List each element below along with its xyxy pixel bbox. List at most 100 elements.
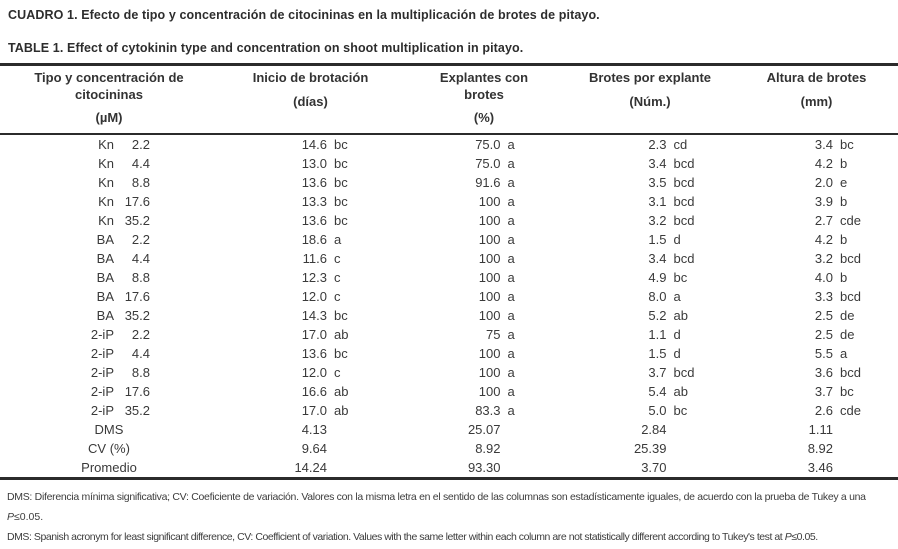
cell-explants-with-shoots: 100 a — [403, 346, 565, 361]
value-pair: 17.0 ab — [283, 403, 364, 418]
cell-sprouting-start: 4.13 — [218, 422, 403, 437]
cytokinin-concentration: 17.6 — [124, 193, 150, 209]
cell-treatment: 2-iP 2.2 — [0, 327, 218, 342]
significance-letters: bc — [673, 269, 688, 285]
table-row: BA 4.4 11.6 c 100 a 3.4 bcd 3.2 bcd — [0, 249, 898, 268]
cytokinin-type: 2-iP — [90, 402, 114, 418]
table-row: BA 2.2 18.6 a 100 a 1.5 d 4.2 b — [0, 230, 898, 249]
cytokinin-concentration: 35.2 — [124, 402, 150, 418]
footnote-english: DMS: Spanish acronym for least significa… — [7, 527, 898, 547]
value: 3.2 — [648, 212, 667, 228]
value-pair: 13.6 bc — [283, 346, 364, 361]
value: 8.0 — [648, 288, 667, 304]
table-row: 2-iP 4.4 13.6 bc 100 a 1.5 d 5.5 a — [0, 344, 898, 363]
value: 14.3 — [301, 307, 327, 323]
value-pair: 3.6 bcd — [789, 365, 870, 380]
significance-letters: c — [334, 250, 341, 266]
table-row: Kn 8.8 13.6 bc 91.6 a 3.5 bcd 2.0 e — [0, 173, 898, 192]
value-pair: 8.92 — [789, 441, 870, 456]
cell-explants-with-shoots: 75.0 a — [403, 137, 565, 152]
significance-letters: a — [507, 269, 515, 285]
data-table: Tipo y concentración de citocininas (µM)… — [0, 63, 898, 480]
value: 5.0 — [648, 402, 667, 418]
value: 91.6 — [475, 174, 501, 190]
value-pair: 75.0 a — [457, 137, 538, 152]
significance-letters: a — [507, 212, 515, 228]
cytokinin-concentration: 2.2 — [131, 136, 150, 152]
cytokinin-concentration: 4.4 — [131, 345, 150, 361]
value-pair: 12.0 c — [283, 289, 364, 304]
value-pair: 4.9 bc — [623, 270, 704, 285]
cell-sprouting-start: 12.3 c — [218, 270, 403, 285]
value: 2.3 — [648, 136, 667, 152]
value: 100 — [478, 193, 501, 209]
value: 3.7 — [648, 364, 667, 380]
value: 11.6 — [302, 250, 327, 266]
cell-sprouting-start: 13.6 bc — [218, 175, 403, 190]
value-pair: 9.64 — [283, 441, 364, 456]
value-pair: 8.0 a — [623, 289, 704, 304]
cell-sprouting-start: 13.6 bc — [218, 346, 403, 361]
cell-sprouting-start: 13.0 bc — [218, 156, 403, 171]
value-pair: 14.24 — [283, 460, 364, 475]
cell-shoot-height: 5.5 a — [735, 346, 898, 361]
significance-letters: bcd — [673, 250, 695, 266]
significance-letters: bc — [840, 136, 854, 152]
significance-letters: bcd — [840, 250, 861, 266]
cell-explants-with-shoots: 100 a — [403, 251, 565, 266]
significance-letters: ab — [334, 402, 349, 418]
table-row: CV (%) 9.64 8.92 25.39 8.92 — [0, 439, 898, 458]
value-pair: 100 a — [457, 289, 538, 304]
value-pair: 3.9 b — [789, 194, 870, 209]
significance-letters: ab — [673, 383, 688, 399]
cell-shoot-height: 8.92 — [735, 441, 898, 456]
value: 4.0 — [814, 269, 833, 285]
value: 4.9 — [648, 269, 667, 285]
cytokinin-concentration: 4.4 — [131, 155, 150, 171]
cell-shoot-height: 4.0 b — [735, 270, 898, 285]
value-pair: 13.3 bc — [283, 194, 364, 209]
table-row: 2-iP 17.6 16.6 ab 100 a 5.4 ab 3.7 bc — [0, 382, 898, 401]
cell-shoots-per-explant: 2.3 cd — [565, 137, 735, 152]
value-pair: 5.5 a — [789, 346, 870, 361]
value-pair: 75 a — [457, 327, 538, 342]
value: 1.5 — [648, 345, 667, 361]
cytokinin-type: BA — [96, 250, 114, 266]
value-pair: 3.46 — [789, 460, 870, 475]
value: 17.0 — [301, 326, 327, 342]
significance-letters: bcd — [673, 212, 695, 228]
value: 1.5 — [648, 231, 667, 247]
value: 100 — [478, 345, 501, 361]
significance-letters: cd — [673, 136, 688, 152]
significance-letters: bc — [334, 136, 348, 152]
table-row: BA 17.6 12.0 c 100 a 8.0 a 3.3 bcd — [0, 287, 898, 306]
significance-letters: bc — [334, 155, 348, 171]
cell-treatment: BA 35.2 — [0, 308, 218, 323]
cytokinin-type: BA — [96, 269, 114, 285]
cell-shoot-height: 2.5 de — [735, 327, 898, 342]
significance-letters: de — [840, 307, 855, 323]
value-pair: 2.0 e — [789, 175, 870, 190]
cell-explants-with-shoots: 100 a — [403, 213, 565, 228]
cell-explants-with-shoots: 100 a — [403, 270, 565, 285]
significance-letters: a — [507, 136, 515, 152]
value: 12.0 — [301, 364, 327, 380]
value-pair: 83.3 a — [457, 403, 538, 418]
cell-shoot-height: 3.46 — [735, 460, 898, 475]
value-pair: 13.0 bc — [283, 156, 364, 171]
table-title-english: TABLE 1. Effect of cytokinin type and co… — [8, 41, 524, 55]
cytokinin-type: 2-iP — [90, 364, 114, 380]
value: 75 — [486, 326, 501, 342]
value: 25.39 — [633, 440, 667, 456]
cell-shoots-per-explant: 1.5 d — [565, 346, 735, 361]
cytokinin-type: 2-iP — [90, 383, 114, 399]
value-pair: 100 a — [457, 270, 538, 285]
value-pair: 3.4 bcd — [623, 156, 704, 171]
value-pair: 100 a — [457, 213, 538, 228]
cytokinin-concentration: 17.6 — [124, 383, 150, 399]
cell-shoot-height: 3.2 bcd — [735, 251, 898, 266]
cytokinin-concentration: 8.8 — [131, 269, 150, 285]
p-threshold: ≤0.05. — [791, 530, 818, 543]
value: 4.2 — [814, 155, 833, 171]
value: 14.6 — [301, 136, 327, 152]
